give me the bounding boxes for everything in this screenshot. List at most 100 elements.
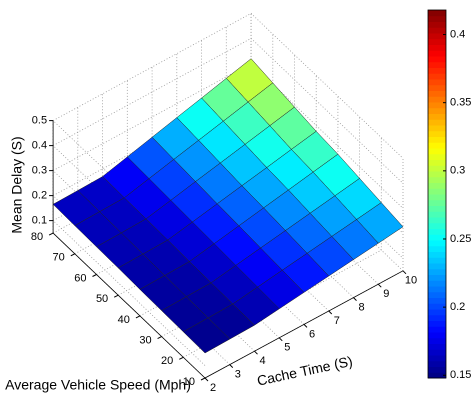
colorbar-tick-label: 0.25 <box>450 233 471 245</box>
colorbar-segment <box>428 130 446 137</box>
z-tick-label: 0.3 <box>32 165 47 177</box>
colorbar-segment <box>428 257 446 264</box>
z-axis-label: Mean Delay (S) <box>9 136 25 233</box>
colorbar-segment <box>428 113 446 120</box>
colorbar-segment <box>428 314 446 321</box>
x-tick <box>402 270 407 275</box>
colorbar-segment <box>428 355 446 362</box>
y-tick-label: 30 <box>139 335 151 347</box>
colorbar-segment <box>428 153 446 160</box>
colorbar-segment <box>428 119 446 126</box>
colorbar-segment <box>428 90 446 97</box>
y-tick-label: 50 <box>96 293 108 305</box>
colorbar-segment <box>428 199 446 206</box>
colorbar-segment <box>428 343 446 350</box>
colorbar-segment <box>428 56 446 63</box>
x-tick-label: 7 <box>334 315 340 327</box>
x-tick-label: 6 <box>309 328 315 340</box>
colorbar-segment <box>428 217 446 224</box>
colorbar-segment <box>428 125 446 132</box>
colorbar-segment <box>428 142 446 149</box>
x-tick <box>254 350 258 355</box>
colorbar-tick-label: 0.4 <box>450 28 465 40</box>
y-tick <box>70 253 76 257</box>
colorbar-segment <box>428 188 446 195</box>
colorbar-segment <box>428 79 446 86</box>
colorbar-segment <box>428 165 446 172</box>
y-tick-label: 20 <box>161 355 173 367</box>
z-tick-label: 0.1 <box>32 215 47 227</box>
colorbar-segment <box>428 337 446 344</box>
colorbar-segment <box>428 251 446 258</box>
colorbar-segment <box>428 38 446 45</box>
colorbar-segment <box>428 50 446 57</box>
colorbar-segment <box>428 228 446 235</box>
x-tick <box>303 324 308 328</box>
colorbar-tick-label: 0.35 <box>450 97 471 109</box>
colorbar-segment <box>428 268 446 275</box>
y-tick-label: 40 <box>118 314 130 326</box>
y-tick <box>113 294 119 298</box>
colorbar-segment <box>428 234 446 241</box>
colorbar-segment <box>428 176 446 183</box>
x-tick <box>229 364 234 368</box>
grid-line <box>52 62 404 316</box>
x-axis-label: Cache Time (S) <box>256 353 354 389</box>
surface-cell <box>182 317 231 354</box>
colorbar-segment <box>428 148 446 155</box>
x-tick <box>278 337 283 342</box>
colorbar-segment <box>428 10 446 17</box>
colorbar-segment <box>428 211 446 218</box>
colorbar-segment <box>428 291 446 298</box>
colorbar-segment <box>428 159 446 166</box>
x-tick-label: 10 <box>405 275 417 287</box>
x-tick-label: 3 <box>235 369 241 381</box>
colorbar-tick-label: 0.2 <box>450 301 465 313</box>
colorbar-segment <box>428 309 446 316</box>
colorbar-segment <box>428 274 446 281</box>
colorbar-segment <box>428 67 446 74</box>
x-tick <box>204 377 209 382</box>
colorbar-segment <box>428 280 446 287</box>
colorbar-segment <box>428 44 446 51</box>
colorbar-segment <box>428 33 446 40</box>
colorbar-segment <box>428 96 446 103</box>
colorbar-segment <box>428 222 446 229</box>
colorbar-segment <box>428 171 446 178</box>
y-tick <box>135 315 141 319</box>
colorbar-segment <box>428 27 446 34</box>
colorbar-segment <box>428 21 446 28</box>
colorbar-segment <box>428 107 446 114</box>
colorbar-segment <box>428 303 446 310</box>
x-tick-label: 2 <box>210 382 216 394</box>
colorbar-segment <box>428 15 446 22</box>
colorbar-tick-label: 0.3 <box>450 165 465 177</box>
y-tick <box>92 274 97 277</box>
colorbar-segment <box>428 326 446 333</box>
y-tick <box>179 356 184 360</box>
colorbar-segment <box>428 297 446 304</box>
colorbar-segment <box>428 263 446 270</box>
colorbar-segment <box>428 136 446 143</box>
y-tick <box>200 377 206 381</box>
y-axis-label: Average Vehicle Speed (Mph) <box>5 377 191 393</box>
z-tick-label: 0.5 <box>32 115 47 127</box>
colorbar-segment <box>428 320 446 327</box>
y-tick-label: 80 <box>31 231 43 243</box>
z-tick-label: 0.4 <box>32 140 47 152</box>
colorbar-segment <box>428 84 446 91</box>
colorbar-segment <box>428 102 446 109</box>
grid-line <box>52 37 404 291</box>
colorbar-segment <box>428 182 446 189</box>
colorbar-segment <box>428 286 446 293</box>
axis-line <box>52 232 206 379</box>
colorbar-segment <box>428 360 446 367</box>
colorbar-segment <box>428 194 446 201</box>
z-tick-label: 0.2 <box>32 190 47 202</box>
y-tick <box>157 336 162 340</box>
y-tick <box>48 232 54 236</box>
x-tick <box>377 283 382 288</box>
colorbar-segment <box>428 205 446 212</box>
grid-line <box>52 12 404 266</box>
